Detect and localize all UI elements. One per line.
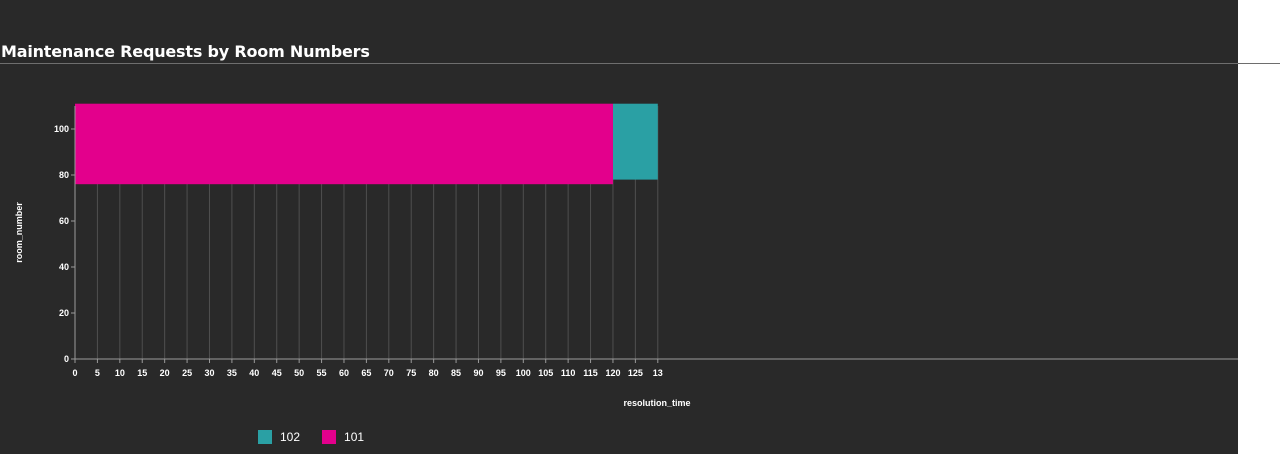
- x-tick-label: 30: [204, 368, 214, 378]
- bar-room-101[interactable]: [75, 103, 613, 185]
- x-tick-label: 105: [538, 368, 553, 378]
- y-tick-label: 0: [64, 354, 69, 364]
- legend-item-101[interactable]: 101: [322, 430, 364, 444]
- x-tick-label: 13: [653, 368, 663, 378]
- x-tick-label: 85: [451, 368, 461, 378]
- x-tick-label: 80: [429, 368, 439, 378]
- x-tick-label: 120: [605, 368, 620, 378]
- y-tick-label: 100: [54, 124, 69, 134]
- x-tick-label: 60: [339, 368, 349, 378]
- chart-canvas: 0 5 10 15 20 25 30 35 40 45 50 55 60 65 70 75 80 85 90 95 10…: [14, 103, 1238, 408]
- legend-swatch: [322, 430, 337, 444]
- x-tick-label: 110: [561, 368, 576, 378]
- legend-label: 101: [344, 430, 365, 444]
- x-tick-label: 45: [272, 368, 282, 378]
- axes: 0 5 10 15 20 25 30 35 40 45 50 55 60 65 70 75 80 85 90 95 10…: [54, 106, 1238, 378]
- x-tick-label: 75: [406, 368, 416, 378]
- x-tick-label: 0: [72, 368, 77, 378]
- y-tick-label: 20: [59, 308, 69, 318]
- legend: 102 101: [258, 430, 364, 444]
- x-tick-label: 65: [361, 368, 371, 378]
- x-tick-label: 35: [227, 368, 237, 378]
- x-axis-title: resolution_time: [623, 398, 690, 408]
- x-tick-label: 5: [95, 368, 100, 378]
- x-tick-label: 100: [516, 368, 531, 378]
- title-divider: [0, 63, 1280, 64]
- x-tick-label: 95: [496, 368, 506, 378]
- x-tick-label: 90: [473, 368, 483, 378]
- x-tick-label: 20: [160, 368, 170, 378]
- chart-panel: [0, 0, 1238, 454]
- bar-room-102[interactable]: [612, 103, 658, 180]
- y-tick-label: 40: [59, 262, 69, 272]
- y-tick-label: 60: [59, 216, 69, 226]
- x-tick-label: 125: [628, 368, 643, 378]
- x-tick-label: 25: [182, 368, 192, 378]
- y-tick-label: 80: [59, 170, 69, 180]
- x-tick-label: 50: [294, 368, 304, 378]
- chart-title: Maintenance Requests by Room Numbers: [1, 42, 370, 61]
- x-tick-label: 115: [583, 368, 598, 378]
- bars: [75, 103, 658, 185]
- x-tick-label: 70: [384, 368, 394, 378]
- x-tick-label: 10: [115, 368, 125, 378]
- x-tick-label: 40: [249, 368, 259, 378]
- x-tick-label: 15: [137, 368, 147, 378]
- y-axis-title: room_number: [14, 202, 24, 263]
- x-tick-label: 55: [317, 368, 327, 378]
- legend-swatch: [258, 430, 272, 444]
- legend-label: 102: [280, 430, 301, 444]
- legend-item-102[interactable]: 102: [258, 430, 300, 444]
